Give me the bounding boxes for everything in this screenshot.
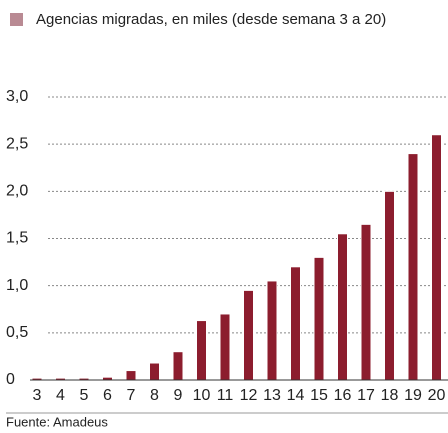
bar	[196, 320, 207, 381]
bar	[431, 134, 442, 381]
bar	[313, 256, 325, 381]
y-tick-label: 2,5	[6, 135, 28, 152]
x-tick-label: 4	[56, 387, 65, 404]
x-tick-label: 14	[287, 387, 305, 404]
x-tick-label: 8	[150, 387, 159, 404]
bar	[407, 153, 419, 381]
x-tick-label: 13	[263, 387, 281, 404]
x-tick-label: 12	[240, 387, 258, 404]
bar	[219, 313, 231, 381]
x-tick-label: 7	[127, 387, 136, 404]
y-tick-label: 0,5	[6, 324, 28, 341]
bar	[360, 223, 372, 381]
bar	[384, 190, 395, 381]
x-tick-label: 3	[33, 387, 42, 404]
bar	[243, 289, 254, 381]
y-tick-label: 2,0	[6, 183, 28, 200]
x-tick-label: 11	[217, 387, 234, 404]
bar	[172, 351, 184, 381]
y-tick-label: 1,5	[6, 230, 28, 247]
x-tick-label: 10	[193, 387, 211, 404]
legend-swatch	[10, 13, 23, 26]
chart-title: Agencias migradas, en miles (desde seman…	[36, 11, 386, 28]
bar	[337, 233, 348, 381]
x-tick-label: 20	[428, 387, 446, 404]
y-tick-label: 0	[6, 371, 15, 388]
x-tick-label: 9	[174, 387, 183, 404]
x-tick-label: 6	[103, 387, 112, 404]
bar	[266, 280, 278, 381]
bar	[290, 266, 301, 381]
x-tick-label: 15	[310, 387, 328, 404]
x-tick-label: 17	[357, 387, 375, 404]
x-tick-label: 16	[334, 387, 352, 404]
source: Fuente: Amadeus	[6, 414, 108, 429]
x-tick-label: 18	[381, 387, 399, 404]
bar	[149, 362, 160, 381]
bar	[125, 370, 137, 381]
x-tick-label: 5	[80, 387, 89, 404]
y-tick-label: 1,0	[6, 277, 28, 294]
y-tick-label: 3,0	[6, 88, 28, 105]
x-tick-label: 19	[404, 387, 422, 404]
